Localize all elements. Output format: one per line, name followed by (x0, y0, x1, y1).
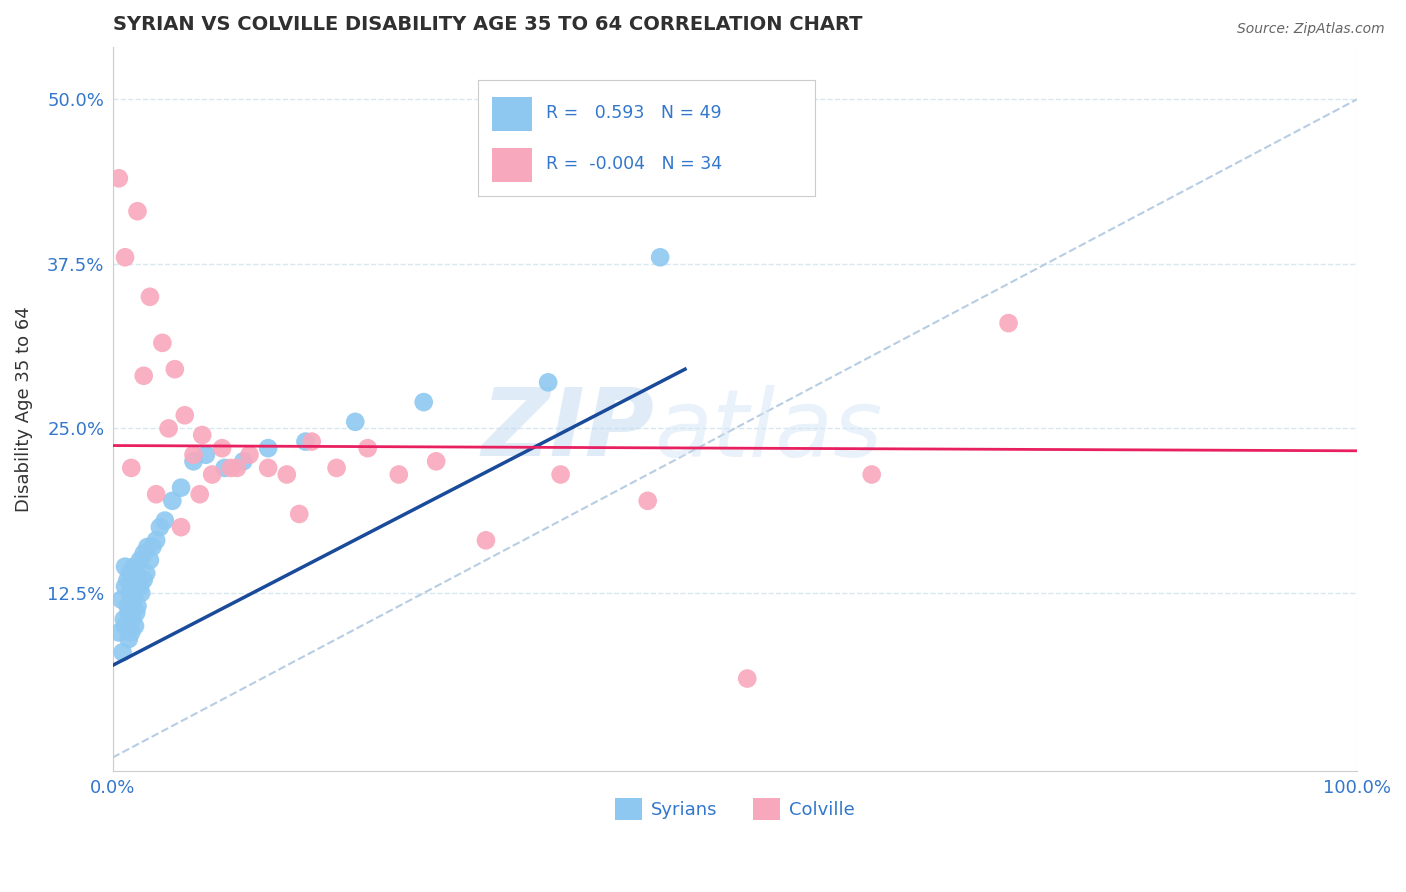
Point (132, 573, 155, 587)
Point (860, 467, 883, 482)
Point (475, 533, 498, 548)
Point (129, 553, 152, 567)
Point (117, 573, 139, 587)
Point (120, 461, 142, 475)
Point (112, 612, 135, 626)
Point (163, 362, 186, 376)
Point (141, 540, 163, 554)
Point (118, 606, 141, 620)
Point (238, 448, 260, 462)
Point (157, 421, 180, 435)
Point (150, 335, 173, 350)
Point (537, 376, 560, 390)
Point (129, 586, 152, 600)
Point (388, 467, 411, 482)
Point (121, 612, 143, 626)
Point (173, 409, 195, 423)
Point (139, 553, 162, 567)
Point (357, 441, 380, 455)
Point (127, 599, 149, 614)
Point (550, 467, 572, 482)
Point (121, 579, 143, 593)
Text: SYRIAN VS COLVILLE DISABILITY AGE 35 TO 64 CORRELATION CHART: SYRIAN VS COLVILLE DISABILITY AGE 35 TO … (112, 15, 862, 34)
Point (114, 579, 136, 593)
Point (301, 434, 323, 449)
Point (257, 461, 280, 475)
Point (219, 461, 242, 475)
Y-axis label: Disability Age 35 to 64: Disability Age 35 to 64 (15, 306, 32, 511)
Point (122, 559, 145, 574)
Point (132, 368, 155, 383)
Point (132, 546, 155, 560)
Point (125, 566, 148, 581)
Point (118, 566, 141, 581)
Point (127, 204, 149, 219)
Point (114, 559, 136, 574)
Point (226, 461, 249, 475)
Text: R =  -0.004   N = 34: R = -0.004 N = 34 (546, 155, 721, 173)
Point (108, 625, 131, 640)
Point (183, 454, 205, 468)
Point (108, 171, 131, 186)
Point (276, 467, 298, 482)
Legend: Syrians, Colville: Syrians, Colville (607, 790, 862, 827)
Point (201, 467, 224, 482)
Point (118, 632, 141, 646)
Point (120, 625, 142, 640)
Point (114, 250, 136, 264)
Point (188, 487, 211, 501)
Point (211, 441, 233, 455)
Point (145, 533, 167, 548)
Point (637, 493, 659, 508)
Point (170, 520, 193, 534)
Point (997, 316, 1019, 330)
Point (125, 606, 148, 620)
Point (325, 461, 347, 475)
Point (344, 415, 367, 429)
Text: R =   0.593   N = 49: R = 0.593 N = 49 (546, 103, 721, 121)
Point (120, 599, 142, 614)
Point (650, 250, 672, 264)
Point (194, 448, 217, 462)
Point (124, 619, 146, 633)
Point (153, 514, 176, 528)
Point (127, 573, 149, 587)
Point (735, 672, 758, 686)
Point (117, 599, 139, 614)
FancyBboxPatch shape (492, 147, 531, 182)
Point (111, 645, 134, 659)
Text: atlas: atlas (654, 385, 882, 476)
Point (170, 481, 193, 495)
Point (124, 586, 146, 600)
Point (129, 579, 152, 593)
Point (288, 507, 311, 521)
Point (412, 395, 434, 409)
Point (136, 540, 159, 554)
Point (232, 454, 254, 468)
FancyBboxPatch shape (492, 96, 531, 131)
Text: Source: ZipAtlas.com: Source: ZipAtlas.com (1237, 22, 1385, 37)
Point (214, 461, 236, 475)
Point (118, 586, 141, 600)
Point (183, 448, 205, 462)
Text: ZIP: ZIP (481, 384, 654, 476)
Point (149, 520, 172, 534)
Point (257, 441, 280, 455)
Point (162, 493, 184, 508)
Point (122, 592, 145, 607)
Point (110, 592, 132, 607)
Point (139, 290, 162, 304)
Point (135, 566, 157, 581)
Point (114, 619, 136, 633)
Point (145, 487, 167, 501)
Point (294, 434, 316, 449)
Point (425, 454, 447, 468)
Point (191, 428, 214, 442)
